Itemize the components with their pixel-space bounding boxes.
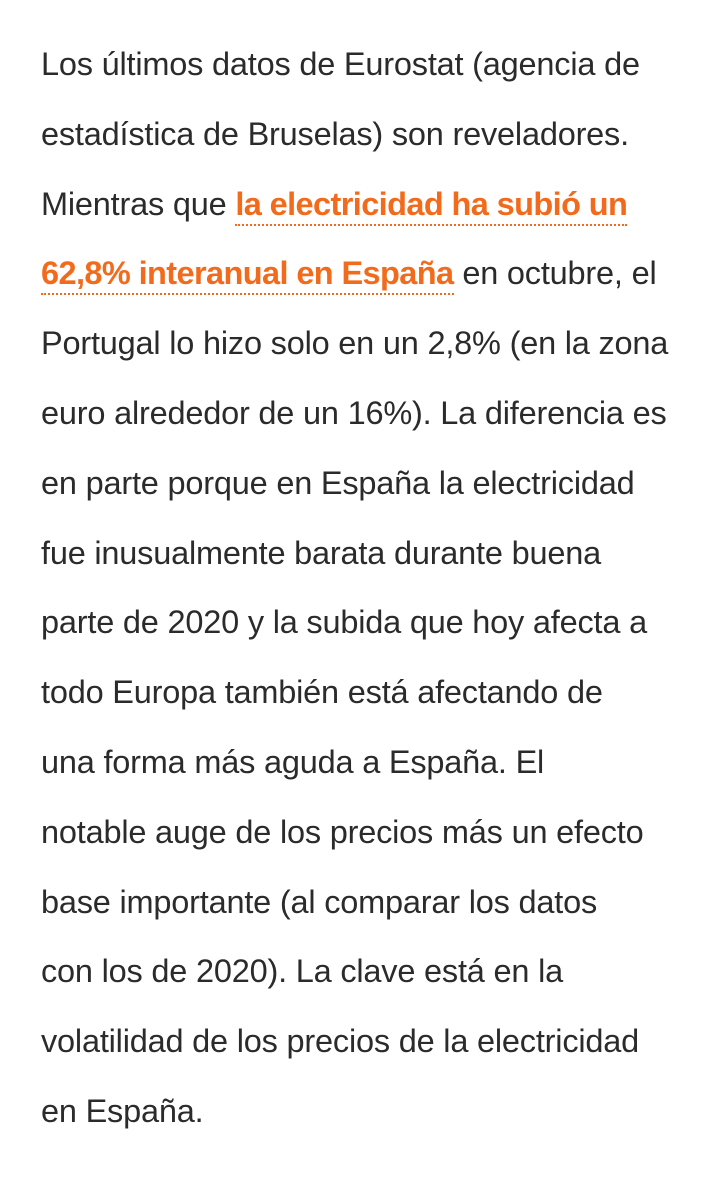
paragraph-line: Mientras que la electricidad ha subió un [41, 170, 701, 240]
paragraph-line: una forma más aguda a España. El [41, 743, 545, 780]
paragraph-line: todo Europa también está afectando de [41, 674, 603, 711]
paragraph-line: fue inusualmente barata durante buena [41, 534, 601, 571]
electricity-price-link-part-2[interactable]: 62,8% interanual en España [41, 255, 454, 296]
paragraph-line: parte de 2020 y la subida que hoy afecta… [41, 604, 647, 641]
paragraph-line: en España. [41, 1092, 204, 1129]
paragraph-line: euro alrededor de un 16%). La diferencia… [41, 394, 667, 431]
electricity-price-link-part-1[interactable]: la electricidad ha subió un [235, 185, 628, 226]
paragraph-line: base importante (al comparar los datos [41, 883, 598, 920]
paragraph-line: en parte porque en España la electricida… [41, 464, 635, 501]
paragraph-line: Los últimos datos de Eurostat (agencia d… [41, 46, 640, 82]
article-paragraph: Los últimos datos de Eurostat (agencia d… [41, 30, 701, 1147]
paragraph-line: estadística de Bruselas) son reveladores… [41, 115, 629, 152]
paragraph-line: notable auge de los precios más un efect… [41, 813, 644, 850]
paragraph-line: 62,8% interanual en España en octubre, e… [41, 239, 701, 309]
paragraph-line: con los de 2020). La clave está en la [41, 953, 563, 990]
paragraph-line: volatilidad de los precios de la electri… [41, 1023, 640, 1060]
paragraph-line: Portugal lo hizo solo en un 2,8% (en la … [41, 325, 669, 362]
paragraph-text: en octubre, el [453, 255, 657, 292]
paragraph-text: Mientras que [41, 185, 236, 222]
